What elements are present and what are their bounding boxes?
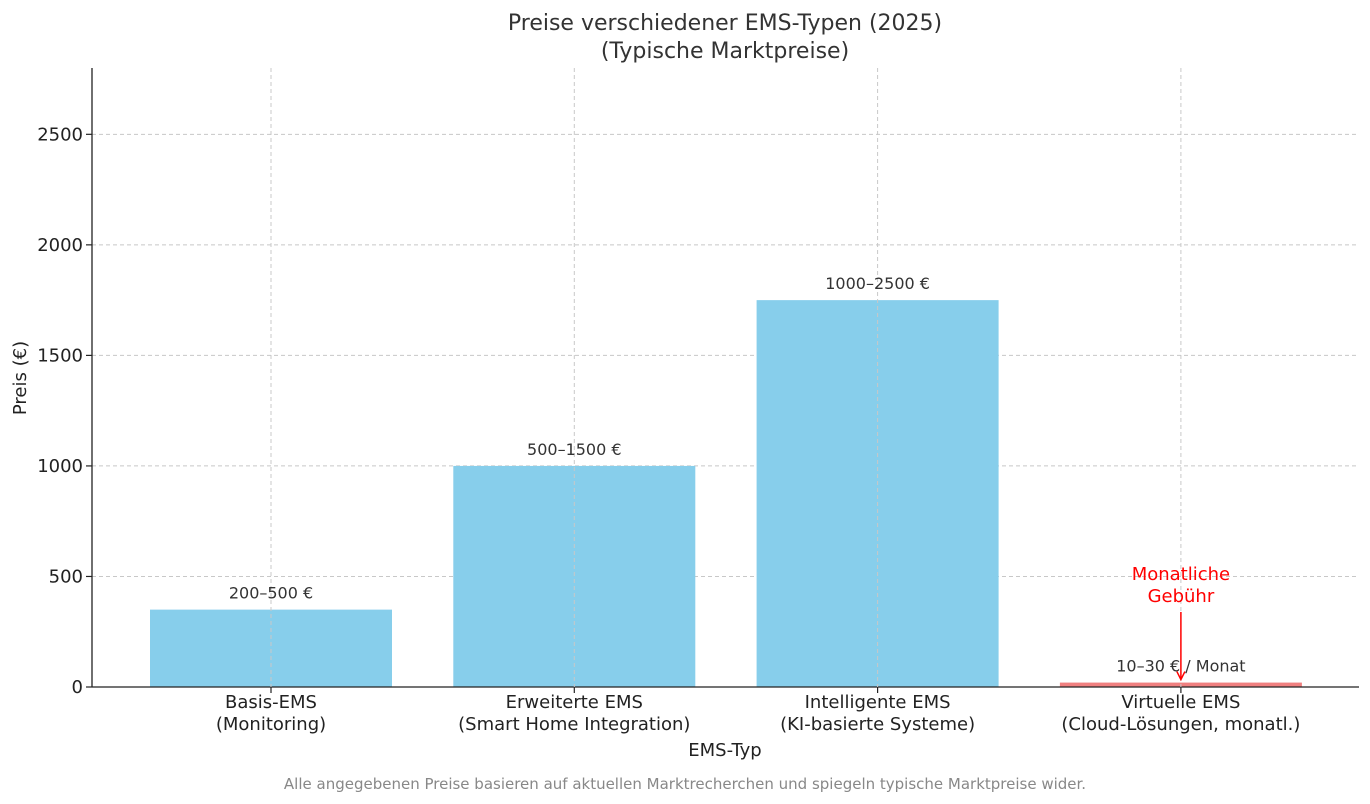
annotation-text: Monatliche [1132, 564, 1230, 585]
data-label: 1000–2500 € [825, 274, 930, 293]
x-tick-label: (Cloud-Lösungen, monatl.) [1061, 714, 1300, 735]
x-tick-label: (KI-basierte Systeme) [780, 714, 975, 735]
y-tick-label: 2500 [37, 124, 83, 145]
data-label: 200–500 € [229, 584, 313, 603]
y-tick-label: 1000 [37, 456, 83, 477]
data-label: 500–1500 € [527, 440, 622, 459]
chart-subtitle: (Typische Marktpreise) [601, 39, 849, 64]
footnote: Alle angegebenen Preise basieren auf akt… [284, 775, 1086, 793]
annotation-text: Gebühr [1148, 586, 1215, 607]
x-tick-label: Basis-EMS [225, 692, 317, 713]
y-tick-label: 1500 [37, 345, 83, 366]
y-tick-label: 0 [72, 677, 83, 698]
ticks: 0 500 1000 1500 2000 2500 Basis-EMS(Monitoring… [37, 124, 1300, 735]
y-tick-label: 500 [49, 566, 83, 587]
grid [92, 133, 1359, 577]
x-tick-label: Erweiterte EMS [506, 692, 643, 713]
chart-title: Preise verschiedener EMS-Typen (2025) [508, 11, 942, 36]
x-axis-label: EMS-Typ [688, 740, 761, 761]
x-tick-label: (Smart Home Integration) [458, 714, 690, 735]
bar [453, 465, 696, 687]
bars [150, 300, 1302, 687]
data-labels: 200–500 €500–1500 €1000–2500 €10–30 € / … [229, 68, 1246, 687]
x-tick-label: (Monitoring) [216, 714, 326, 735]
annotation-arrowhead [1176, 671, 1186, 682]
x-tick-label: Virtuelle EMS [1121, 692, 1240, 713]
y-tick-label: 2000 [37, 235, 83, 256]
y-axis-label: Preis (€) [10, 341, 31, 415]
x-tick-label: Intelligente EMS [805, 692, 951, 713]
